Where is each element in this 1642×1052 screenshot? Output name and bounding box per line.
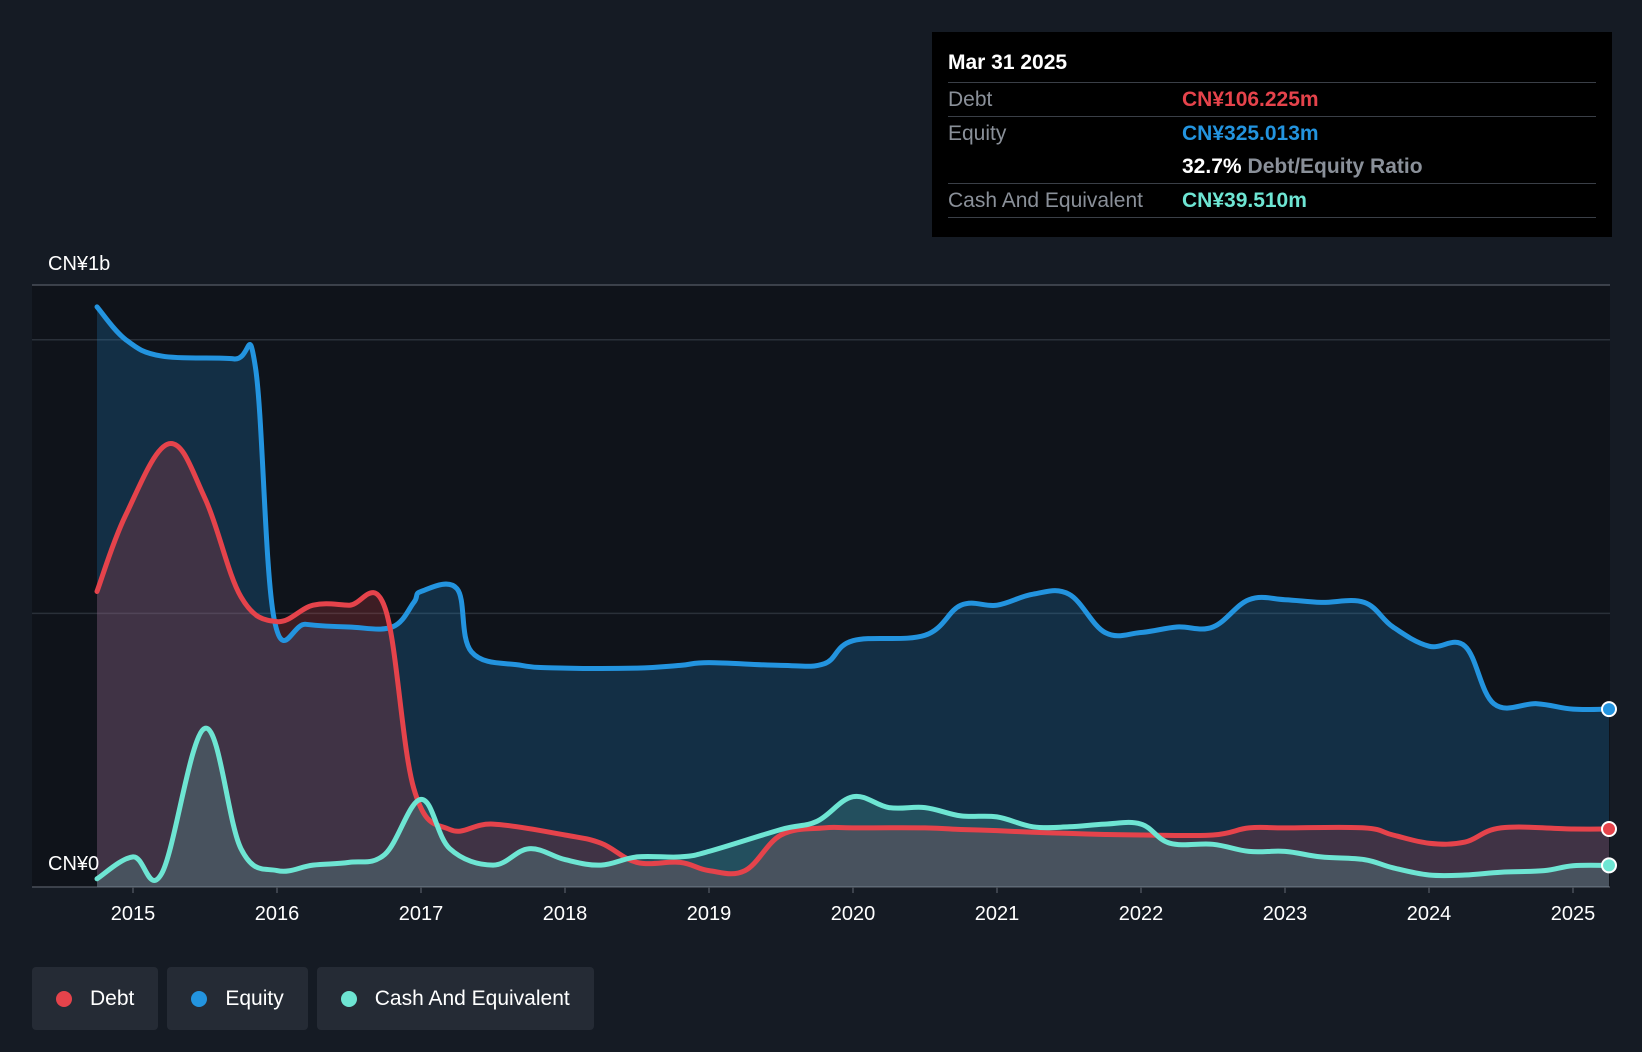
equity-area [97,306,1609,887]
y-axis-bottom-label: CN¥0 [48,853,99,875]
debt-endpoint-marker [1601,820,1617,837]
x-tick-label-2021: 2021 [975,903,1020,925]
cash-and-equivalent-area [97,728,1609,887]
equity-dot-icon [191,990,208,1007]
x-tick-label-2019: 2019 [687,903,732,925]
cash-and-equivalent-line [94,725,1612,883]
tooltip-cash-value: CN¥39.510m [1182,188,1307,212]
x-tick-label-2024: 2024 [1407,903,1452,925]
tooltip-ratio-label: Debt/Equity Ratio [1247,154,1423,178]
tooltip-debt-label: Debt [948,87,993,111]
cash-and-equivalent-endpoint-marker [1601,857,1617,874]
plot-background [32,285,1610,887]
x-tick-label-2016: 2016 [255,903,300,925]
tooltip-equity-row: Equity CN¥325.013m [948,116,1596,150]
tooltip-panel: Mar 31 2025 Debt CN¥106.225m Equity CN¥3… [932,32,1612,237]
cash-dot-icon [340,990,357,1007]
x-tick-label-2020: 2020 [831,903,876,925]
legend-label-debt: Debt [90,986,135,1010]
debt-line [94,441,1612,877]
tooltip-date: Mar 31 2025 [948,51,1068,74]
legend-item-debt[interactable]: Debt [32,967,159,1030]
tooltip-ratio-value: 32.7% [1182,154,1242,178]
tooltip-debt-value: CN¥106.225m [1182,87,1319,111]
tooltip-equity-value: CN¥325.013m [1182,121,1319,145]
legend: Debt Equity Cash And Equivalent [32,967,594,1030]
x-tick-label-2022: 2022 [1119,903,1164,925]
equity-endpoint-marker [1601,701,1617,718]
legend-item-equity[interactable]: Equity [167,967,308,1030]
legend-label-cash: Cash And Equivalent [374,986,570,1010]
x-tick-label-2023: 2023 [1263,903,1308,925]
tooltip-cash-row: Cash And Equivalent CN¥39.510m [948,183,1596,218]
equity-line [94,304,1612,713]
tooltip-equity-label: Equity [948,121,1007,145]
x-tick-label-2015: 2015 [111,903,156,925]
y-axis-top-label: CN¥1b [48,253,110,275]
debt-area [97,443,1609,887]
legend-item-cash[interactable]: Cash And Equivalent [316,967,594,1030]
tooltip-cash-label: Cash And Equivalent [948,188,1143,212]
tooltip-ratio-row: 32.7% Debt/Equity Ratio [948,150,1596,183]
x-tick-label-2025: 2025 [1551,903,1596,925]
x-tick-label-2018: 2018 [543,903,588,925]
debt-dot-icon [56,990,72,1007]
x-tick-label-2017: 2017 [399,903,444,925]
legend-label-equity: Equity [225,986,284,1010]
tooltip-debt-row: Debt CN¥106.225m [948,82,1596,116]
